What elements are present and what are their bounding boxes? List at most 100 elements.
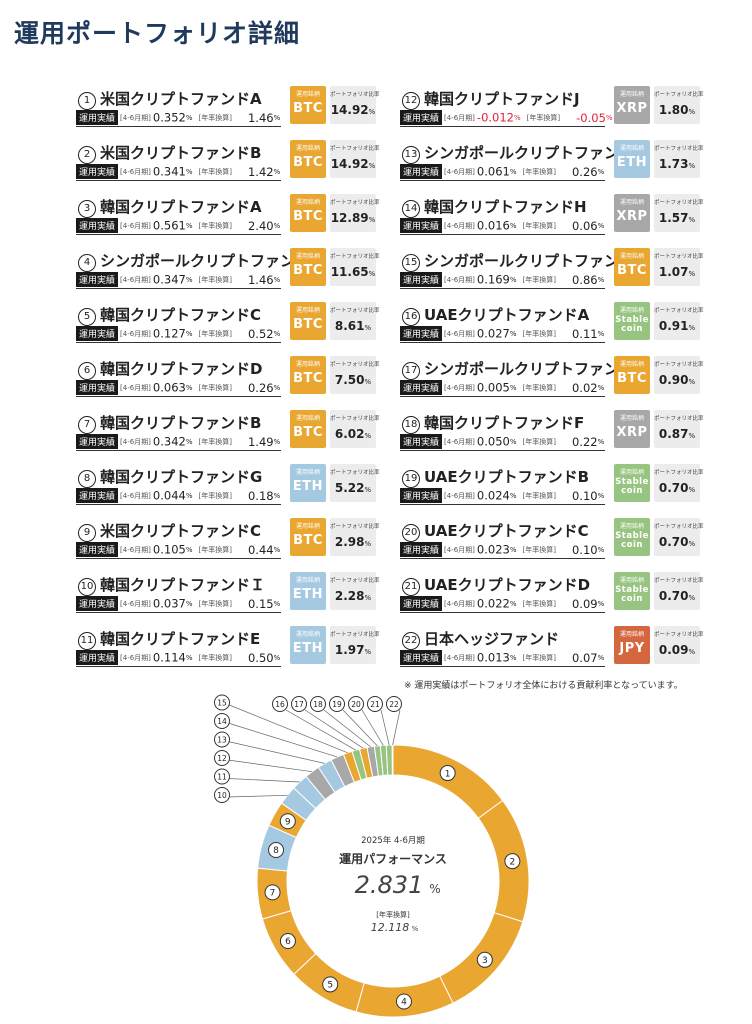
quarter-return: 0.037 [152, 596, 186, 611]
quarter-return: 0.063 [152, 380, 186, 395]
period-label: [4-6月期] [120, 167, 151, 176]
coin-label: 運用銘柄 [619, 361, 644, 368]
percent-unit: % [688, 432, 696, 440]
portfolio-ratio-box: ポートフォリオ比率 0.91% [654, 302, 704, 340]
fund-name-text: UAEクリプトファンドB [424, 468, 590, 486]
annual-return: 0.22 [571, 434, 598, 449]
fund-card: 12 韓国クリプトファンドJ 運用実績 [4-6月期] -0.012% [年率換算] -0.… [400, 84, 704, 138]
slice-number-label: 22 [389, 700, 399, 709]
fund-number: 5 [78, 308, 96, 326]
ratio-label: ポートフォリオ比率 [330, 254, 380, 260]
coin-label: 運用銘柄 [295, 145, 320, 152]
annual-return: 0.15 [247, 596, 274, 611]
percent-unit: % [509, 167, 517, 176]
fund-name: 18 韓国クリプトファンドF [402, 412, 584, 434]
fund-card: 21 UAEクリプトファンドD 運用実績 [4-6月期] 0.022% [年率換算] 0.0… [400, 570, 704, 624]
ratio-label: ポートフォリオ比率 [330, 308, 380, 314]
center-annual-value: 12.118 [371, 921, 410, 934]
slice-number-label: 9 [285, 817, 291, 827]
fund-name-text: シンガポールクリプトファンドC [424, 252, 646, 270]
coin-value: ETH [292, 641, 324, 656]
quarter-return: 0.016 [476, 218, 510, 233]
slice-number-circle [264, 884, 281, 901]
portfolio-ratio-box: ポートフォリオ比率 1.80% [654, 86, 704, 124]
fund-name: 3 韓国クリプトファンドA [78, 196, 262, 218]
annual-return: 1.49 [247, 434, 274, 449]
performance-badge: 運用実績 [76, 164, 119, 179]
fund-performance: 運用実績 [4-6月期] 0.027% [年率換算] 0.11% [400, 326, 608, 341]
percent-unit: % [509, 599, 517, 608]
coin-badge: 運用銘柄 ETH [290, 464, 326, 502]
annual-return: 1.46 [247, 272, 274, 287]
performance-badge: 運用実績 [400, 434, 443, 449]
fund-name-text: 韓国クリプトファンドG [100, 468, 263, 486]
fund-card: 17 シンガポールクリプトファンドD 運用実績 [4-6月期] 0.005% [年率換算]… [400, 354, 704, 408]
slice-number-label: 8 [273, 846, 279, 856]
percent-unit: % [509, 275, 517, 284]
slice-number-label: 18 [313, 700, 323, 709]
slice-number-circle [439, 765, 456, 782]
coin-value-line2: coin [621, 324, 643, 334]
annualized-label: [年率換算] [526, 113, 561, 122]
percent-unit: % [185, 491, 193, 500]
percent-unit: % [688, 108, 696, 116]
fund-number: 2 [78, 146, 96, 164]
ratio-value: 2.28% [334, 589, 372, 603]
fund-card: 14 韓国クリプトファンドH 運用実績 [4-6月期] 0.016% [年率換算] 0.06… [400, 192, 704, 246]
performance-underline [400, 126, 605, 127]
percent-unit: % [368, 216, 376, 224]
annual-return: 0.52 [247, 326, 274, 341]
percent-unit: % [688, 216, 696, 224]
fund-name: 2 米国クリプトファンドB [78, 142, 261, 164]
coin-label: 運用銘柄 [295, 199, 320, 206]
coin-label: 運用銘柄 [295, 523, 320, 530]
ratio-label: ポートフォリオ比率 [330, 200, 380, 206]
fund-name: 4 シンガポールクリプトファンドA [78, 250, 322, 272]
quarter-return: 0.022 [476, 596, 510, 611]
coin-value: BTC [293, 263, 323, 278]
coin-badge: 運用銘柄 XRP [614, 410, 650, 448]
fund-card: 11 韓国クリプトファンドE 運用実績 [4-6月期] 0.114% [年率換算] 0.50… [76, 624, 380, 678]
coin-label: 運用銘柄 [619, 415, 644, 422]
coin-badge: 運用銘柄 Stable coin [614, 518, 650, 556]
slice-number-label: 10 [217, 791, 227, 800]
ratio-value: 0.70% [658, 535, 696, 549]
annualized-label: [年率換算] [522, 329, 556, 338]
percent-unit: % [368, 162, 376, 170]
percent-unit: % [688, 486, 696, 494]
fund-name: 20 UAEクリプトファンドC [402, 520, 589, 542]
slice-number-label: 12 [217, 754, 227, 763]
fund-performance: 運用実績 [4-6月期] 0.005% [年率換算] 0.02% [400, 380, 608, 395]
percent-unit: % [368, 270, 376, 278]
coin-label: 運用銘柄 [619, 469, 644, 476]
quarter-return: 0.352 [152, 110, 186, 125]
slice-number-label: 6 [285, 937, 291, 947]
fund-name: 15 シンガポールクリプトファンドC [402, 250, 645, 272]
coin-badge: 運用銘柄 ETH [614, 140, 650, 178]
coin-badge: 運用銘柄 ETH [290, 626, 326, 664]
fund-name: 1 米国クリプトファンドA [78, 88, 262, 110]
ratio-label: ポートフォリオ比率 [330, 416, 380, 422]
period-label: [4-6月期] [120, 599, 151, 608]
coin-badge: 運用銘柄 Stable coin [614, 464, 650, 502]
coin-value: Stable coin [614, 478, 650, 496]
percent-unit: % [688, 162, 696, 170]
coin-value-line1: Stable [615, 585, 649, 595]
coin-badge: 運用銘柄 ETH [290, 572, 326, 610]
period-label: [4-6月期] [120, 113, 151, 122]
performance-underline [76, 126, 281, 127]
period-label: [4-6月期] [120, 653, 151, 662]
percent-unit: % [597, 491, 605, 500]
portfolio-ratio-box: ポートフォリオ比率 2.28% [330, 572, 380, 610]
percent-unit: % [597, 653, 605, 662]
quarter-return: 0.023 [476, 542, 510, 557]
quarter-return: 0.061 [476, 164, 510, 179]
coin-value: BTC [617, 371, 647, 386]
performance-badge: 運用実績 [76, 650, 119, 665]
coin-value-line2: coin [621, 486, 643, 496]
donut-slice [477, 799, 530, 923]
percent-unit: % [273, 383, 281, 392]
performance-badge: 運用実績 [76, 596, 119, 611]
slice-number-label: 19 [332, 700, 342, 709]
performance-underline [76, 612, 281, 613]
